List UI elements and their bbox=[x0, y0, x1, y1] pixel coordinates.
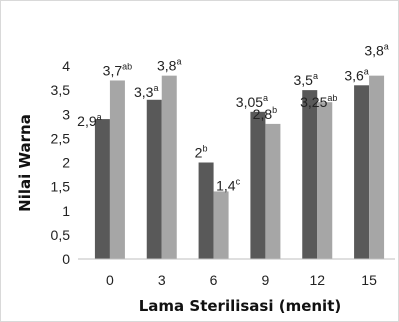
data-label: 3,5a bbox=[294, 71, 318, 88]
data-label: 2b bbox=[195, 144, 208, 161]
bar-series-2 bbox=[369, 75, 385, 260]
bar-series-1 bbox=[94, 119, 110, 259]
bar-series-2 bbox=[109, 80, 125, 259]
data-label: 3,8a bbox=[157, 57, 181, 74]
y-tick-label: 1 bbox=[62, 203, 70, 219]
x-tick-label: 15 bbox=[361, 272, 377, 288]
y-tick-label: 0,5 bbox=[51, 227, 71, 243]
bar-series-2 bbox=[265, 123, 281, 260]
y-axis-title: Nilai Warna bbox=[16, 114, 34, 212]
data-label: 3,6a bbox=[344, 66, 368, 83]
y-tick-label: 4 bbox=[62, 58, 70, 74]
data-label: 3,7ab bbox=[103, 61, 132, 78]
y-tick-labels: 0 0,5 1 1,5 2 2,5 3 3,5 4 bbox=[51, 58, 71, 267]
y-tick-label: 2 bbox=[62, 155, 70, 171]
bars-layer bbox=[94, 75, 385, 260]
data-label: 2,8b bbox=[253, 105, 277, 122]
x-tick-label: 6 bbox=[210, 272, 218, 288]
x-tick-label: 9 bbox=[262, 272, 270, 288]
y-tick-label: 0 bbox=[62, 251, 70, 267]
x-tick-label: 3 bbox=[158, 272, 166, 288]
data-label: 2,9a bbox=[77, 112, 101, 129]
bar-series-1 bbox=[146, 99, 162, 260]
bar-series-2 bbox=[213, 191, 229, 259]
bar-series-2 bbox=[317, 102, 333, 259]
y-tick-label: 3,5 bbox=[51, 82, 71, 98]
x-tick-labels: 0 3 6 9 12 15 bbox=[106, 272, 377, 288]
bar-series-2 bbox=[161, 75, 177, 260]
x-tick-label: 12 bbox=[309, 272, 325, 288]
bar-series-1 bbox=[198, 162, 214, 259]
x-tick-label: 0 bbox=[106, 272, 114, 288]
y-tick-label: 1,5 bbox=[51, 179, 71, 195]
data-label: 3,8a bbox=[364, 42, 388, 59]
data-label: 1,4c bbox=[216, 176, 240, 193]
y-tick-label: 3 bbox=[62, 106, 70, 122]
bar-series-1 bbox=[250, 111, 266, 260]
bar-series-1 bbox=[302, 90, 318, 259]
x-axis-title: Lama Sterilisasi (menit) bbox=[139, 297, 341, 315]
data-label: 3,3a bbox=[134, 83, 158, 100]
data-label: 3,05a bbox=[236, 93, 268, 110]
y-tick-label: 2,5 bbox=[51, 130, 71, 146]
bar-series-1 bbox=[354, 85, 370, 259]
data-label: 3,25ab bbox=[300, 93, 337, 110]
